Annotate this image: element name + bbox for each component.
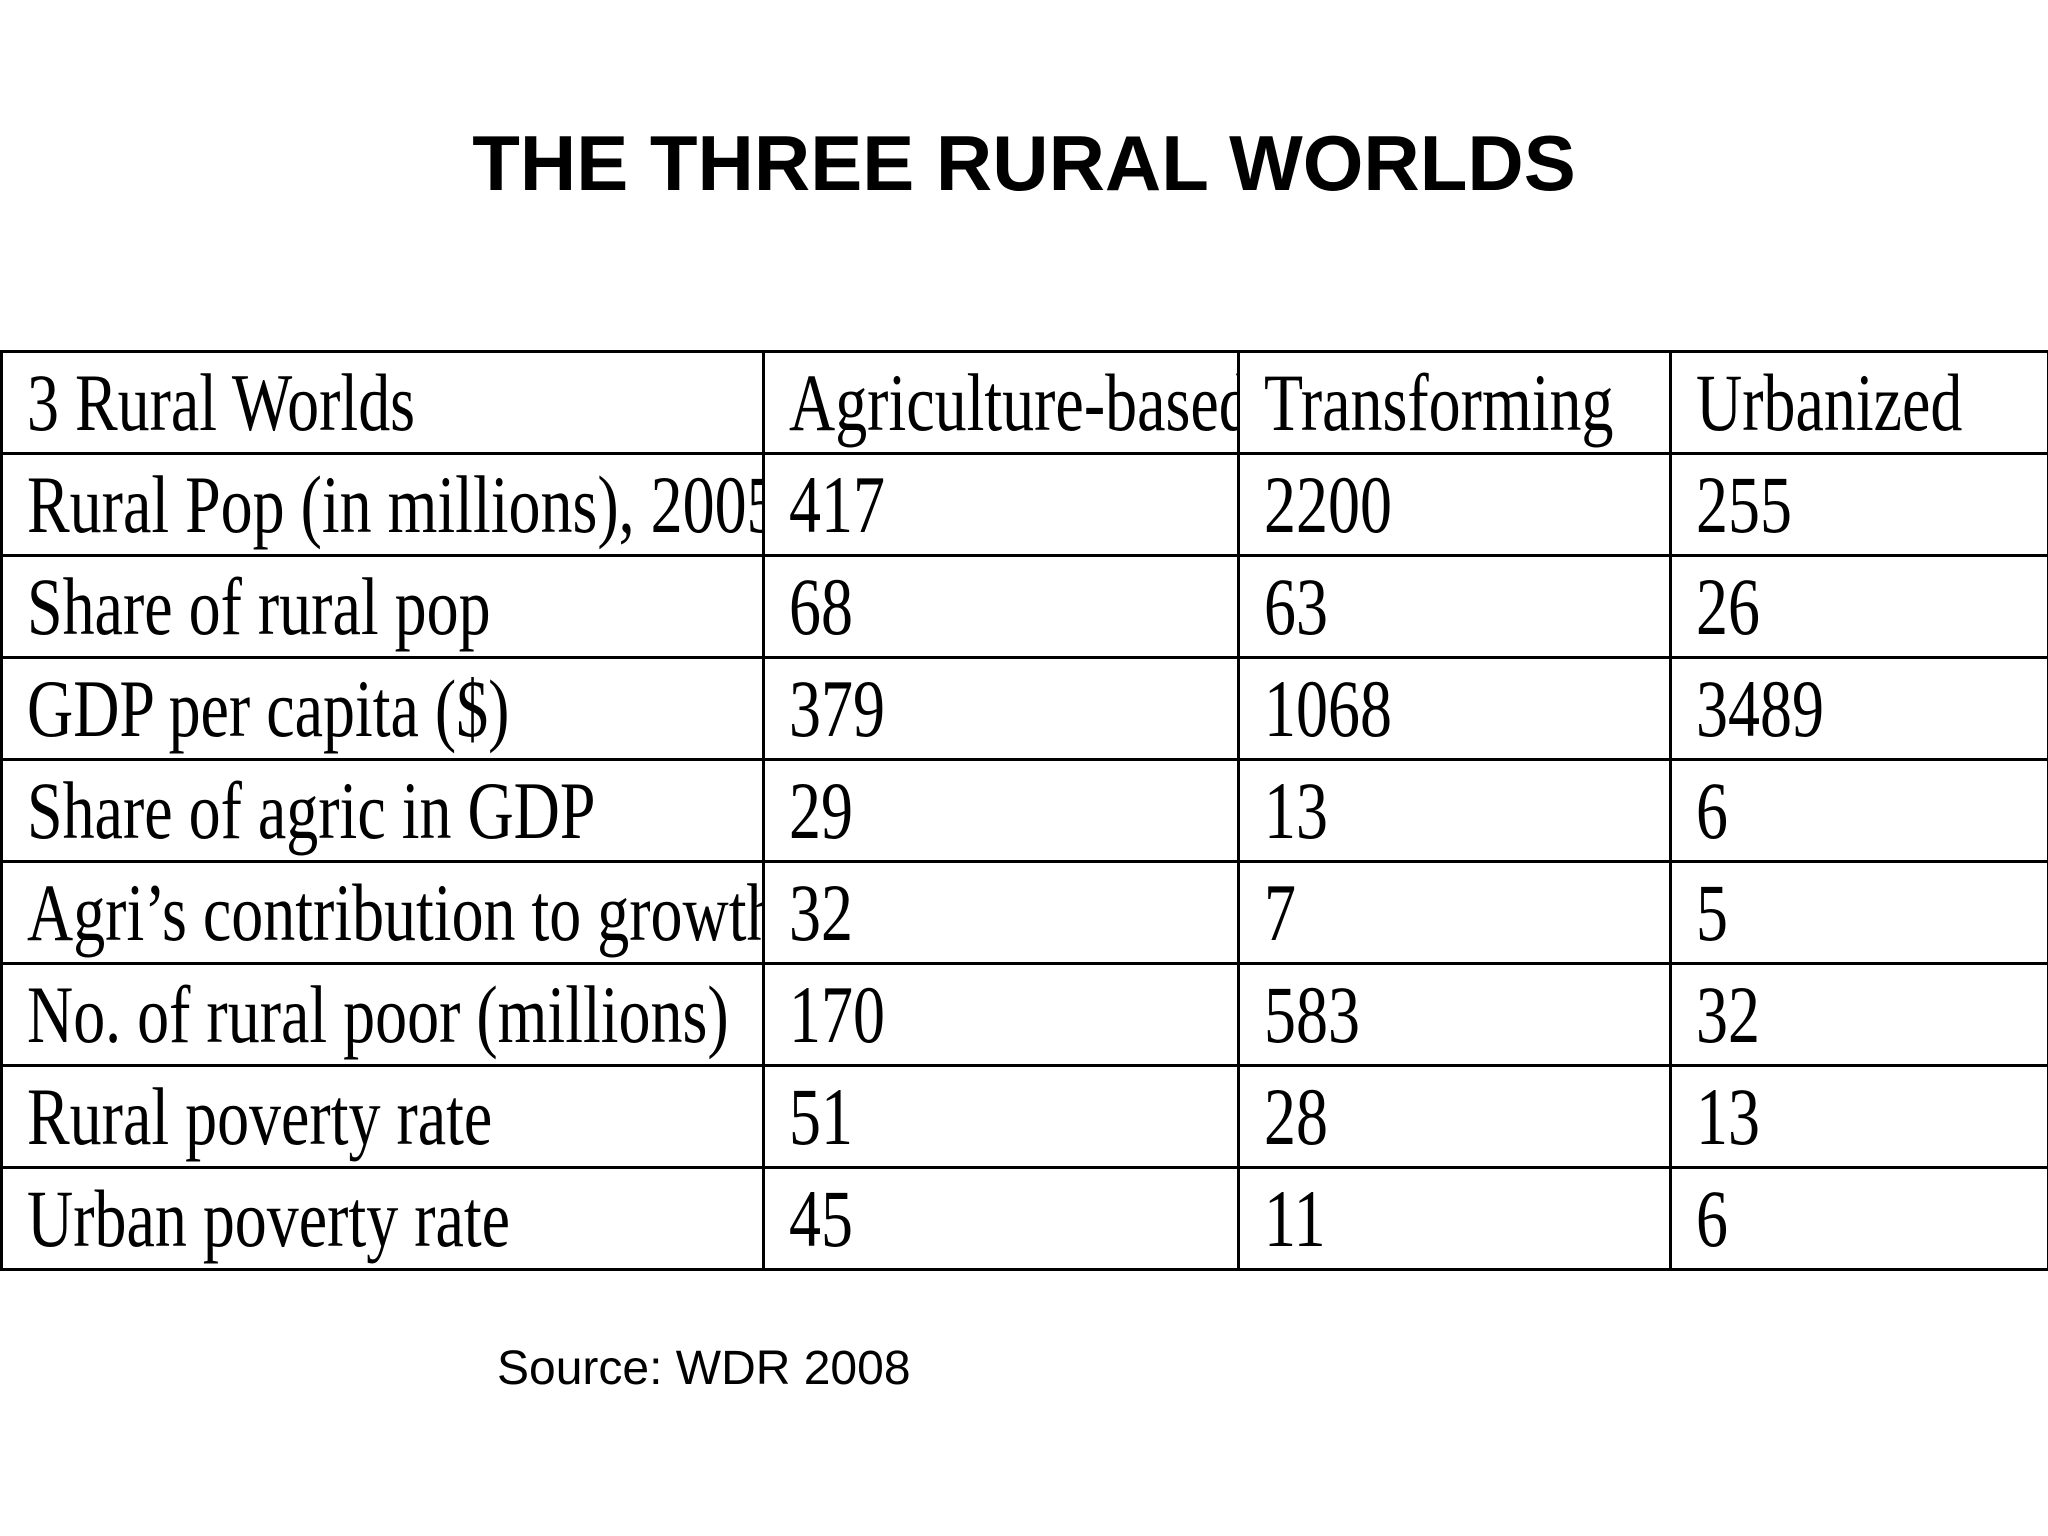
value-cell: 6 (1669, 758, 2048, 863)
value-cell: 3489 (1669, 656, 2048, 761)
row-label-cell: No. of rural poor (millions) (0, 962, 765, 1067)
value-cell: 68 (762, 554, 1240, 659)
table-row: GDP per capita ($) 379 1068 3489 (0, 656, 2048, 761)
header-cell: Agriculture-based (762, 350, 1240, 455)
value-cell: 51 (762, 1064, 1240, 1169)
value-cell: 170 (762, 962, 1240, 1067)
table-row: Rural poverty rate 51 28 13 (0, 1064, 2048, 1169)
slide-title: THE THREE RURAL WORLDS (472, 119, 1576, 207)
value-cell: 2200 (1237, 452, 1672, 557)
header-cell: 3 Rural Worlds (0, 350, 765, 455)
row-label-cell: Urban poverty rate (0, 1166, 765, 1271)
value-cell: 28 (1237, 1064, 1672, 1169)
value-cell: 45 (762, 1166, 1240, 1271)
value-cell: 32 (1669, 962, 2048, 1067)
table-header-row: 3 Rural Worlds Agriculture-based Transfo… (0, 350, 2048, 455)
table-row: Share of rural pop 68 63 26 (0, 554, 2048, 659)
row-label-cell: Share of agric in GDP (0, 758, 765, 863)
value-cell: 13 (1237, 758, 1672, 863)
header-cell: Transforming (1237, 350, 1672, 455)
value-cell: 255 (1669, 452, 2048, 557)
table-row: Share of agric in GDP 29 13 6 (0, 758, 2048, 863)
table-row: Agri’s contribution to growth 32 7 5 (0, 860, 2048, 965)
table-row: No. of rural poor (millions) 170 583 32 (0, 962, 2048, 1067)
value-cell: 32 (762, 860, 1240, 965)
row-label-cell: Rural Pop (in millions), 2005 (0, 452, 765, 557)
row-label-cell: GDP per capita ($) (0, 656, 765, 761)
value-cell: 29 (762, 758, 1240, 863)
value-cell: 379 (762, 656, 1240, 761)
header-cell: Urbanized (1669, 350, 2048, 455)
table-row: Rural Pop (in millions), 2005 417 2200 2… (0, 452, 2048, 557)
row-label-cell: Agri’s contribution to growth (0, 860, 765, 965)
value-cell: 5 (1669, 860, 2048, 965)
value-cell: 417 (762, 452, 1240, 557)
table-row: Urban poverty rate 45 11 6 (0, 1166, 2048, 1271)
value-cell: 6 (1669, 1166, 2048, 1271)
row-label-cell: Rural poverty rate (0, 1064, 765, 1169)
value-cell: 11 (1237, 1166, 1672, 1271)
value-cell: 26 (1669, 554, 2048, 659)
value-cell: 7 (1237, 860, 1672, 965)
value-cell: 1068 (1237, 656, 1672, 761)
rural-worlds-table: 3 Rural Worlds Agriculture-based Transfo… (0, 350, 2048, 1271)
value-cell: 13 (1669, 1064, 2048, 1169)
value-cell: 583 (1237, 962, 1672, 1067)
value-cell: 63 (1237, 554, 1672, 659)
row-label-cell: Share of rural pop (0, 554, 765, 659)
source-note: Source: WDR 2008 (497, 1342, 911, 1395)
